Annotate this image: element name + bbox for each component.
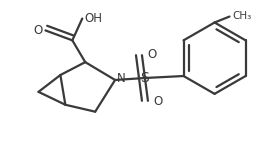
Text: S: S (140, 71, 149, 85)
Text: CH₃: CH₃ (233, 11, 252, 21)
Text: O: O (153, 95, 162, 108)
Text: N: N (117, 73, 126, 86)
Text: O: O (33, 24, 42, 37)
Text: OH: OH (84, 12, 102, 25)
Text: O: O (147, 48, 156, 61)
